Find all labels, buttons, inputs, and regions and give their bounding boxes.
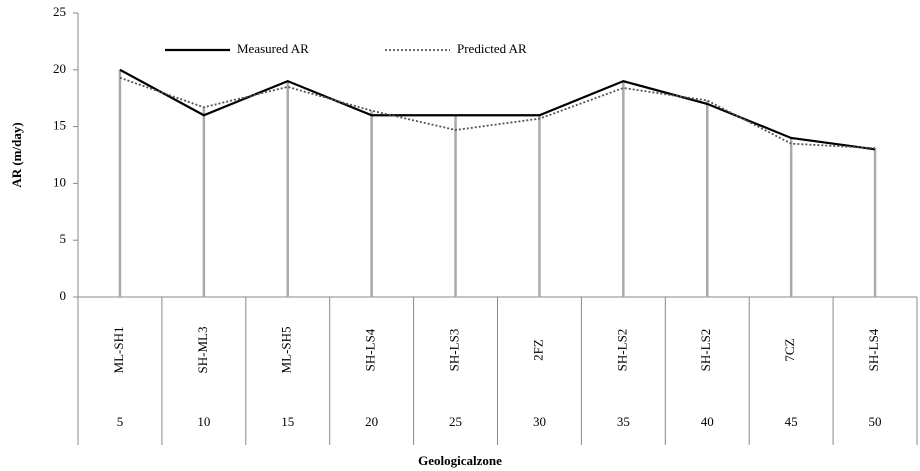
- x-tick-label: 2FZ: [530, 339, 545, 361]
- y-tick-label: 0: [60, 288, 67, 303]
- x-group-label: 20: [365, 414, 378, 429]
- y-tick-label: 10: [53, 174, 66, 189]
- x-tick-label: SH-LS4: [363, 328, 378, 371]
- x-tick-label: SH-LS4: [866, 328, 881, 371]
- legend-label: Predicted AR: [457, 41, 527, 56]
- x-tick-label: 7CZ: [782, 338, 797, 361]
- x-tick-label: SH-LS2: [698, 329, 713, 372]
- x-group-label: 45: [785, 414, 798, 429]
- series-line: [119, 68, 876, 151]
- x-tick-label: SH-ML3: [195, 327, 210, 374]
- x-tick-label: ML-SH5: [279, 327, 294, 374]
- y-tick-label: 5: [60, 231, 67, 246]
- x-group-label: 50: [869, 414, 882, 429]
- x-axis-title: Geologicalzone: [418, 453, 502, 468]
- x-group-label: 35: [617, 414, 630, 429]
- x-tick-label: ML-SH1: [111, 327, 126, 374]
- x-tick-label: SH-LS2: [614, 329, 629, 372]
- y-axis-title: AR (m/day): [9, 122, 24, 187]
- series-line: [119, 76, 876, 150]
- x-group-label: 30: [533, 414, 546, 429]
- x-tick-label: SH-LS3: [447, 329, 462, 372]
- x-group-label: 25: [449, 414, 462, 429]
- x-group-label: 10: [197, 414, 210, 429]
- x-group-label: 5: [117, 414, 124, 429]
- y-tick-label: 15: [53, 118, 66, 133]
- x-group-label: 40: [701, 414, 714, 429]
- x-group-label: 15: [281, 414, 294, 429]
- y-tick-label: 25: [53, 4, 66, 19]
- legend-label: Measured AR: [237, 41, 309, 56]
- y-tick-label: 20: [53, 61, 66, 76]
